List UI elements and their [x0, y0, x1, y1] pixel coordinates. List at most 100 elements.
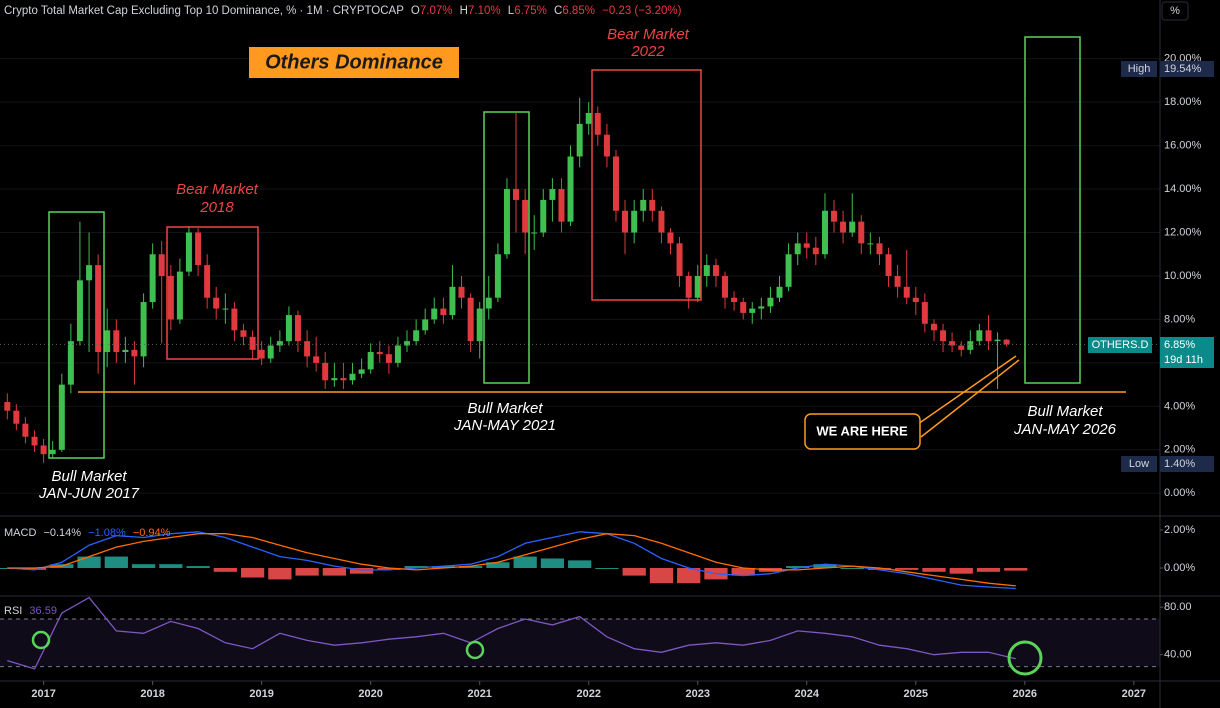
- candle-body: [549, 189, 556, 200]
- y-tick-label: 8.00%: [1164, 313, 1195, 325]
- histogram-bar: [595, 567, 619, 569]
- indicator-value: −1.08%: [88, 527, 126, 539]
- indicator-name: RSI: [4, 605, 22, 617]
- candle-body: [994, 339, 1001, 342]
- candle-body: [13, 410, 20, 424]
- histogram-bar: [377, 567, 401, 570]
- candle-body: [67, 341, 74, 385]
- candle-body: [494, 254, 501, 298]
- histogram-bar: [840, 567, 864, 569]
- y-tick-label: 12.00%: [1164, 226, 1202, 238]
- x-tick-label: 2026: [1013, 688, 1037, 700]
- bear-year: 2022: [630, 43, 665, 60]
- histogram-bar: [459, 566, 483, 568]
- candle-body: [176, 271, 183, 320]
- candle-body: [958, 345, 965, 350]
- bear-label: Bear Market: [176, 181, 259, 198]
- candle-body: [322, 362, 329, 381]
- candle-body: [1003, 339, 1010, 345]
- candle-body: [385, 354, 392, 363]
- ohlc-key: L: [508, 5, 515, 17]
- candle-body: [949, 341, 956, 346]
- rsi-circle: [1007, 640, 1043, 676]
- candle-body: [185, 232, 192, 272]
- candle-body: [540, 199, 547, 233]
- histogram-bar: [976, 567, 1001, 572]
- candle-body: [276, 341, 283, 346]
- histogram-bar: [786, 566, 810, 568]
- high-tag: [1160, 61, 1214, 77]
- unit[interactable]: %: [1170, 5, 1180, 17]
- y-tick-label: 2.00%: [1164, 524, 1195, 536]
- candle-body: [803, 243, 810, 248]
- candle-body: [267, 345, 274, 359]
- candle-body: [22, 423, 29, 437]
- candle-body: [413, 330, 420, 342]
- candle-body: [340, 378, 347, 381]
- time-axis: [0, 681, 1220, 708]
- histogram-bar: [568, 560, 592, 568]
- candle-body: [113, 330, 120, 353]
- callout-box: [804, 413, 921, 450]
- candle-body: [95, 265, 102, 353]
- histogram-bar: [159, 564, 183, 568]
- candle-body: [503, 189, 510, 255]
- candle-body: [231, 308, 238, 331]
- candle-body: [158, 254, 165, 276]
- bull-box: [483, 111, 530, 384]
- candle-body: [149, 254, 156, 303]
- histogram-bar: [513, 556, 537, 568]
- unit-button[interactable]: [1161, 1, 1189, 21]
- bull-box: [1024, 36, 1081, 384]
- candle-body: [749, 308, 756, 313]
- candle-body: [612, 156, 619, 211]
- ohlc-value: 6.85%: [562, 5, 595, 17]
- candle-body: [894, 275, 901, 287]
- candle-body: [349, 373, 356, 381]
- candle-body: [858, 221, 865, 244]
- indicator-value: −0.94%: [133, 527, 171, 539]
- candle-body: [985, 330, 992, 342]
- histogram-bar: [895, 567, 919, 570]
- candle-body: [449, 286, 456, 316]
- low-tag: [1121, 456, 1157, 472]
- low-label: Low: [1129, 458, 1149, 470]
- y-tick-label: 2.00%: [1164, 444, 1195, 456]
- histogram-bar: [540, 558, 565, 568]
- candle-body: [676, 243, 683, 276]
- y-tick-label: 10.00%: [1164, 270, 1202, 282]
- candle-body: [940, 330, 947, 342]
- y-tick-label: 14.00%: [1164, 183, 1202, 195]
- headline: Others Dominance: [265, 51, 443, 73]
- candle-body: [258, 349, 265, 359]
- x-tick-label: 2021: [467, 688, 491, 700]
- candle-body: [558, 189, 565, 222]
- x-tick-label: 2025: [904, 688, 928, 700]
- candle-body: [204, 265, 211, 298]
- candle-body: [313, 356, 320, 363]
- histogram-bar: [22, 567, 47, 570]
- histogram-bar: [622, 567, 646, 576]
- candle-body: [458, 286, 465, 298]
- candle-body: [140, 302, 147, 357]
- histogram-bar: [486, 562, 510, 568]
- candle-body: [758, 306, 765, 309]
- candle-body: [776, 286, 783, 298]
- rsi-circle: [465, 640, 485, 660]
- candle-body: [331, 378, 338, 381]
- arrow: [917, 355, 1017, 425]
- candle-body: [485, 297, 492, 309]
- histogram-bar: [268, 567, 292, 580]
- countdown: 19d 11h: [1164, 354, 1203, 366]
- histogram-bar: [77, 556, 101, 568]
- low-tag: [1160, 456, 1214, 472]
- change: −0.23 (−3.20%): [602, 5, 681, 17]
- histogram-bar: [813, 564, 837, 568]
- callout: WE ARE HERE: [816, 423, 908, 438]
- indicator-value: −0.14%: [43, 527, 81, 539]
- histogram-bar: [949, 567, 973, 574]
- ohlc-value: 6.75%: [514, 5, 547, 17]
- candle-body: [122, 349, 129, 353]
